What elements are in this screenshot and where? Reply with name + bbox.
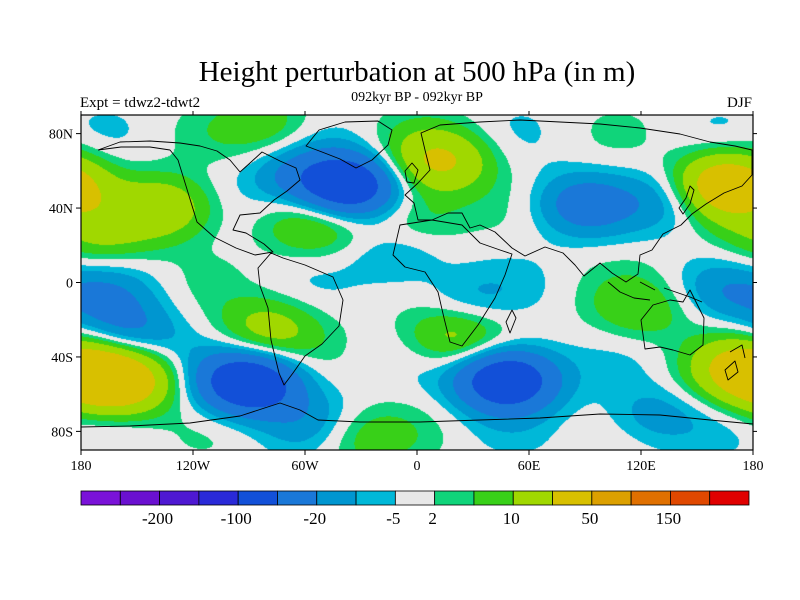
colorbar-swatch [119, 490, 160, 506]
map-panel [80, 114, 754, 451]
colorbar-label: -5 [386, 509, 400, 528]
colorbar-swatch [316, 490, 357, 506]
y-tick-label: 0 [66, 277, 73, 292]
coast-africa [392, 219, 513, 347]
y-tick-label: 40S [51, 351, 73, 366]
x-tick-label: 60E [518, 459, 541, 474]
y-tick-label: 80N [49, 128, 73, 143]
x-tick-label: 60W [291, 459, 319, 474]
coast-madagascar [505, 309, 517, 334]
colorbar: -200 -100 -20 -5 2 10 50 150 [80, 490, 750, 528]
colorbar-swatch [670, 490, 711, 506]
coast-antarctica [80, 402, 754, 428]
colorbar-swatch [434, 490, 475, 506]
colorbar-label: -100 [221, 509, 252, 528]
colorbar-label: -200 [142, 509, 173, 528]
colorbar-swatch [355, 490, 396, 506]
x-tick-label: 180 [743, 459, 764, 474]
colorbar-label: 10 [503, 509, 520, 528]
coast-greenland [305, 120, 393, 169]
y-axis: 80N 40N 0 40S 80S [49, 128, 757, 440]
colorbar-label: 2 [428, 509, 437, 528]
colorbar-label: 150 [656, 509, 682, 528]
y-tick-label: 40N [49, 202, 73, 217]
coast-japan [678, 185, 695, 215]
colorbar-swatch [709, 490, 750, 506]
colorbar-swatch [198, 490, 239, 506]
colorbar-swatch [512, 490, 553, 506]
page-title: Height perturbation at 500 hPa (in m) [199, 56, 636, 88]
colorbar-swatch [394, 490, 436, 506]
colorbar-swatch [237, 490, 278, 506]
coast-australia [640, 289, 705, 356]
x-axis: 180 120W 60W 0 60E 120E 180 [71, 111, 764, 474]
coast-new-zealand [724, 344, 746, 381]
coast-south-america [257, 252, 344, 386]
y-tick-label: 80S [51, 425, 73, 440]
colorbar-swatch [159, 490, 200, 506]
coast-north-america [97, 140, 301, 256]
colorbar-swatch [277, 490, 318, 506]
subtitle: 092kyr BP - 092kyr BP [351, 90, 483, 105]
experiment-label: Expt = tdwz2-tdwt2 [80, 95, 200, 111]
coastlines [80, 119, 754, 428]
season-label: DJF [727, 95, 752, 111]
coast-indonesia [607, 281, 703, 303]
coast-british-isles [404, 162, 419, 184]
colorbar-swatch [473, 490, 514, 506]
colorbar-swatch [591, 490, 632, 506]
height-field [81, 115, 753, 450]
x-tick-label: 120W [176, 459, 211, 474]
colorbar-label: -20 [303, 509, 326, 528]
colorbar-swatch [80, 490, 121, 506]
x-tick-label: 120E [626, 459, 656, 474]
x-tick-label: 180 [71, 459, 92, 474]
colorbar-swatch [552, 490, 593, 506]
x-tick-label: 0 [414, 459, 421, 474]
colorbar-label: 50 [581, 509, 598, 528]
colorbar-swatch [630, 490, 671, 506]
